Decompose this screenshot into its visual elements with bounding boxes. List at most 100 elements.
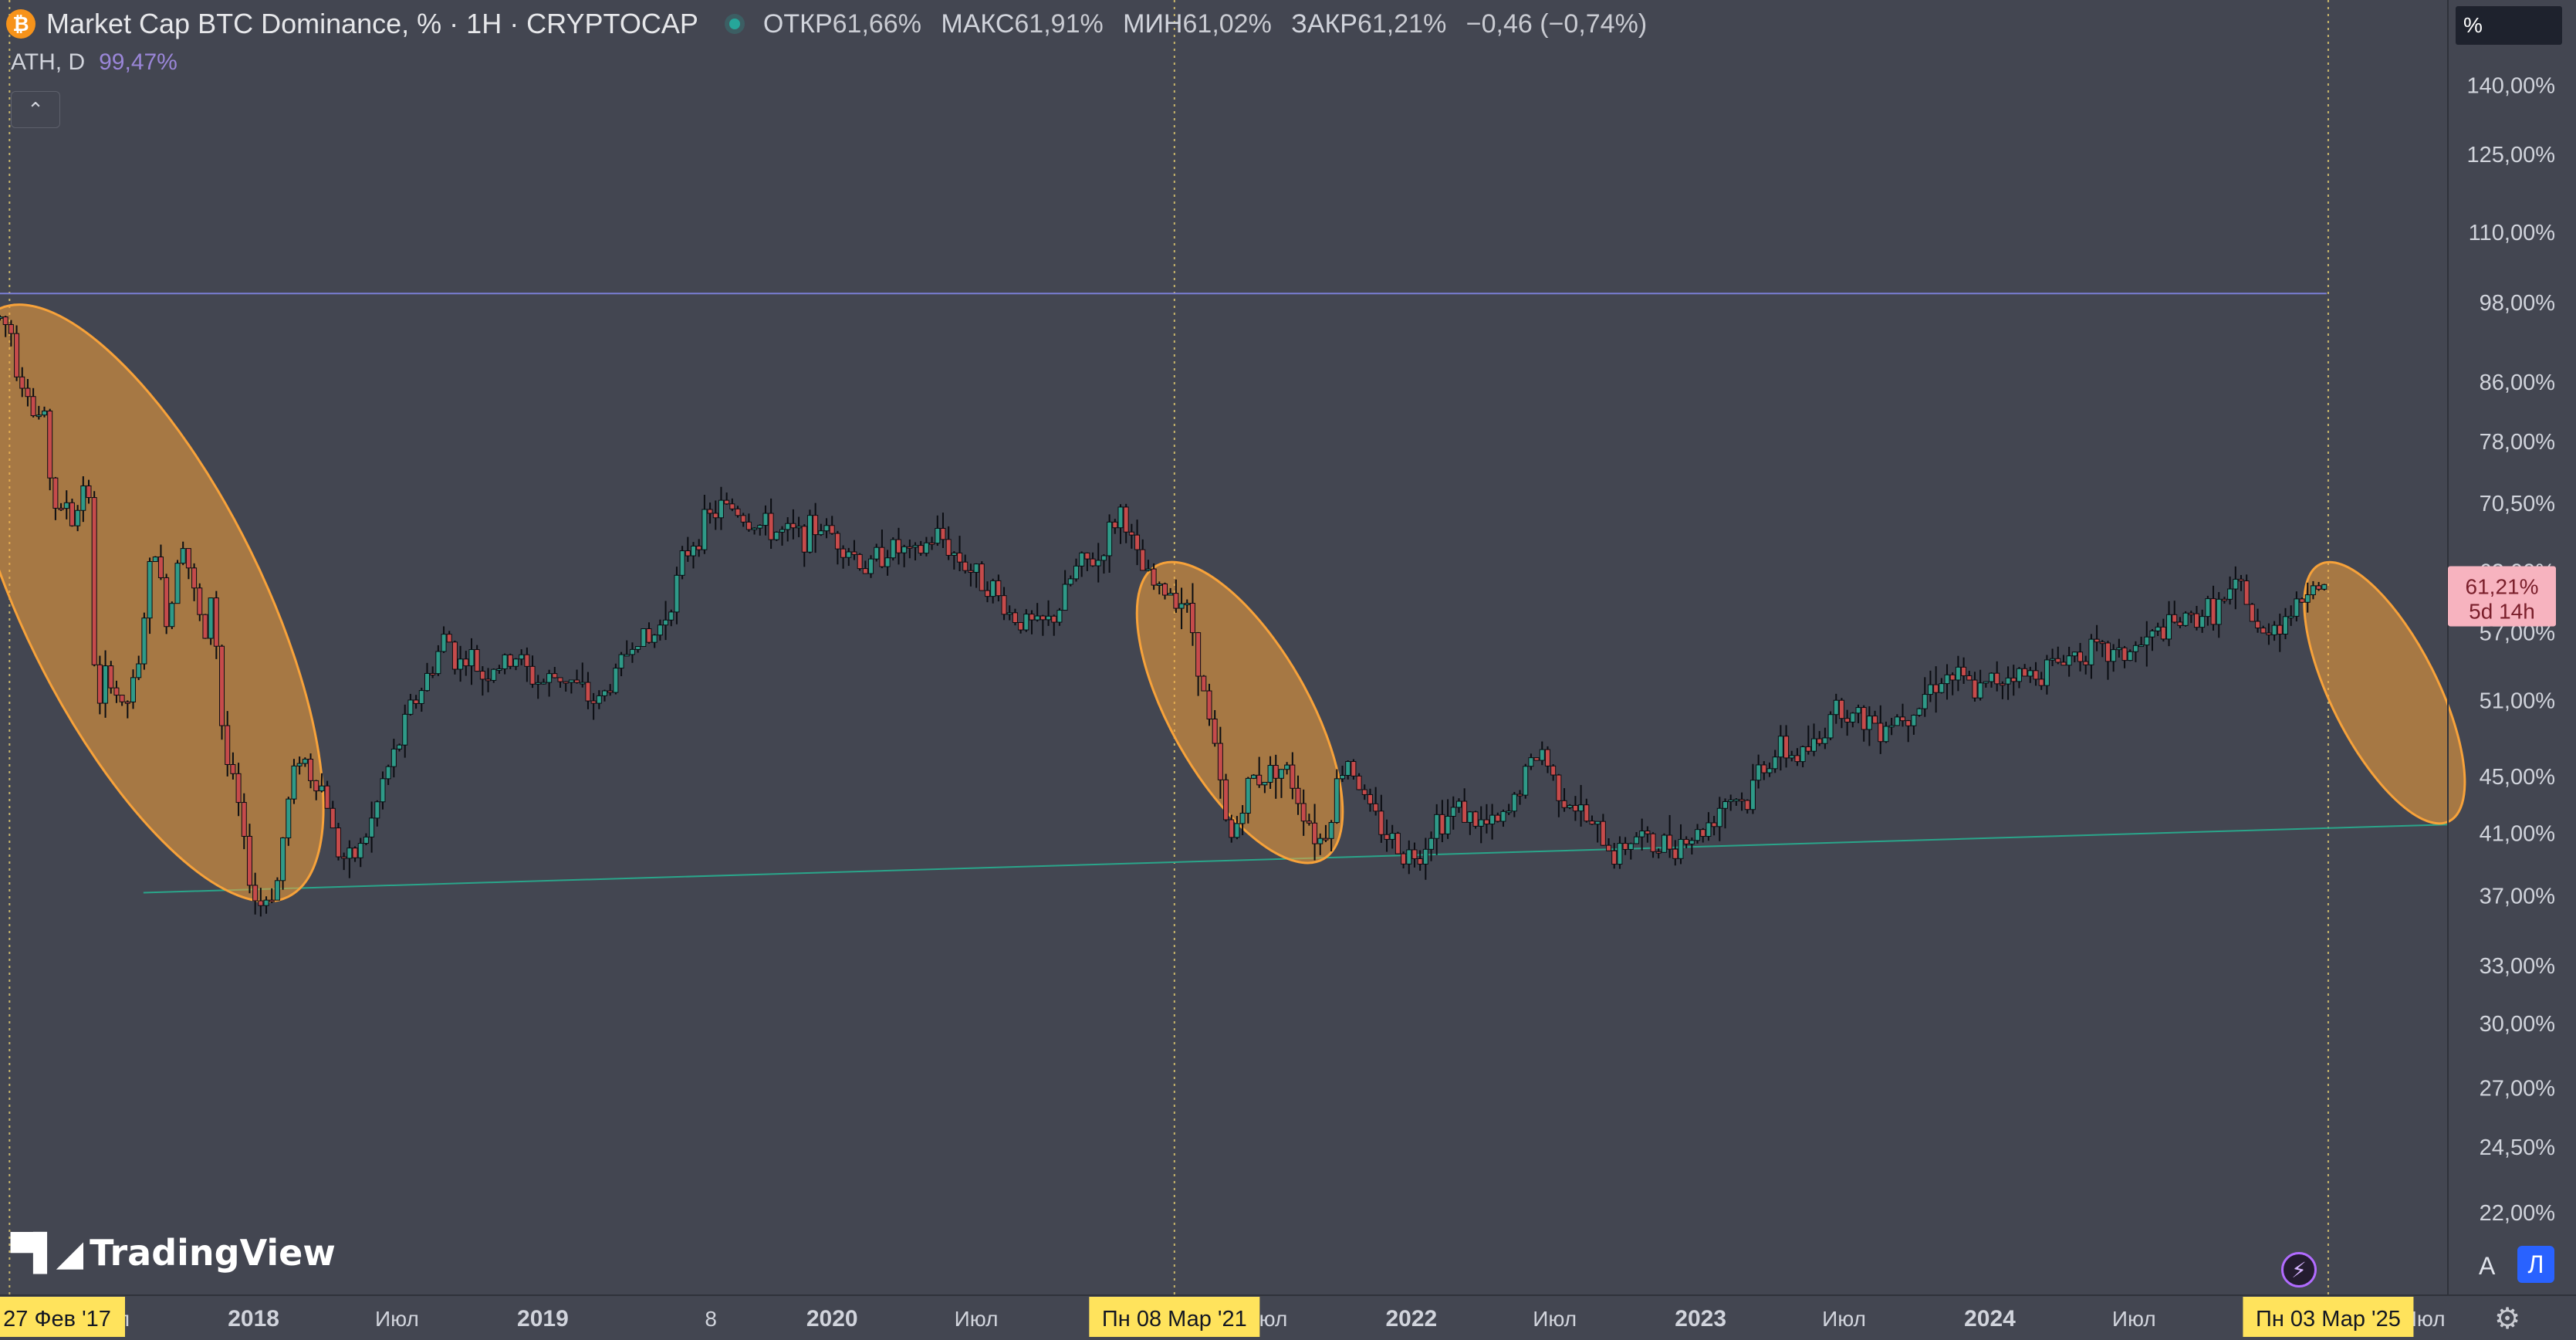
candle[interactable]	[1073, 565, 1079, 580]
candle[interactable]	[735, 508, 741, 516]
candle[interactable]	[1023, 614, 1029, 631]
candle[interactable]	[1739, 799, 1745, 802]
candle[interactable]	[1018, 622, 1024, 631]
auto-scale-button[interactable]: A	[2479, 1252, 2496, 1280]
candle[interactable]	[1184, 603, 1190, 606]
candle[interactable]	[1001, 595, 1007, 615]
candle[interactable]	[1062, 584, 1068, 611]
candle[interactable]	[646, 628, 652, 643]
candle[interactable]	[951, 552, 957, 556]
candle[interactable]	[1079, 552, 1085, 567]
candle[interactable]	[308, 758, 314, 781]
candle[interactable]	[252, 885, 259, 902]
candle[interactable]	[918, 545, 924, 554]
candle[interactable]	[806, 515, 813, 553]
candle[interactable]	[557, 677, 563, 682]
candle[interactable]	[230, 763, 236, 774]
candle[interactable]	[14, 333, 20, 377]
candle[interactable]	[641, 628, 647, 648]
highlight-ellipse[interactable]	[2272, 540, 2497, 845]
candle[interactable]	[2271, 624, 2277, 635]
candle[interactable]	[1761, 764, 1767, 773]
scale-unit-button[interactable]: %	[2456, 6, 2562, 45]
candle[interactable]	[2199, 616, 2206, 628]
candle[interactable]	[729, 503, 735, 509]
log-scale-button[interactable]: Л	[2517, 1246, 2554, 1283]
candle[interactable]	[796, 526, 802, 529]
candle[interactable]	[2216, 598, 2222, 625]
candle[interactable]	[202, 614, 208, 639]
candle[interactable]	[1284, 764, 1290, 770]
candle[interactable]	[1927, 684, 1933, 695]
candle[interactable]	[1262, 781, 1268, 786]
candle[interactable]	[519, 654, 525, 660]
candle[interactable]	[286, 798, 292, 838]
candle[interactable]	[1212, 718, 1218, 744]
candle[interactable]	[923, 542, 929, 554]
candle[interactable]	[1483, 819, 1489, 825]
candle[interactable]	[2060, 662, 2067, 666]
candle[interactable]	[2071, 651, 2077, 657]
candle[interactable]	[485, 678, 492, 682]
candle[interactable]	[319, 785, 325, 792]
candle[interactable]	[374, 801, 380, 819]
candle[interactable]	[1944, 674, 1950, 685]
candle[interactable]	[785, 523, 791, 530]
candle[interactable]	[668, 611, 674, 621]
candle[interactable]	[2000, 683, 2006, 686]
candle[interactable]	[1128, 531, 1134, 536]
candle[interactable]	[596, 695, 602, 704]
candle[interactable]	[1151, 568, 1157, 586]
candle[interactable]	[1772, 756, 1778, 770]
candle[interactable]	[1716, 807, 1722, 827]
candle[interactable]	[1006, 612, 1012, 615]
candle[interactable]	[563, 681, 569, 684]
candle[interactable]	[1700, 829, 1706, 838]
candle[interactable]	[2111, 649, 2117, 662]
candle[interactable]	[1933, 684, 1939, 693]
candle[interactable]	[940, 528, 946, 540]
candle[interactable]	[2310, 585, 2316, 596]
candle[interactable]	[407, 699, 414, 715]
candle[interactable]	[1628, 843, 1634, 850]
candle[interactable]	[2188, 612, 2194, 615]
candle[interactable]	[840, 548, 847, 558]
candle[interactable]	[258, 900, 264, 906]
candle[interactable]	[1749, 780, 1756, 810]
candle[interactable]	[1805, 746, 1811, 752]
candle[interactable]	[1345, 761, 1351, 777]
candle[interactable]	[1462, 800, 1468, 823]
candle[interactable]	[1123, 506, 1129, 533]
candle[interactable]	[463, 658, 469, 667]
candle[interactable]	[696, 545, 702, 550]
candle[interactable]	[380, 778, 386, 803]
candle[interactable]	[1312, 822, 1318, 844]
candle[interactable]	[1117, 506, 1124, 529]
candle[interactable]	[402, 713, 408, 746]
candle[interactable]	[246, 835, 252, 886]
candle[interactable]	[302, 758, 308, 764]
candle[interactable]	[1838, 699, 1844, 719]
candle[interactable]	[724, 499, 730, 505]
candle[interactable]	[479, 671, 485, 680]
candle[interactable]	[413, 699, 419, 704]
candle[interactable]	[1428, 838, 1435, 850]
candle[interactable]	[745, 521, 752, 530]
candle[interactable]	[1495, 814, 1501, 822]
candle[interactable]	[30, 396, 36, 417]
candle[interactable]	[225, 725, 231, 765]
candle[interactable]	[502, 654, 508, 669]
candle[interactable]	[352, 848, 358, 858]
candle[interactable]	[1733, 799, 1739, 802]
candle[interactable]	[1706, 822, 1712, 838]
candle[interactable]	[2243, 580, 2250, 605]
candle[interactable]	[2277, 624, 2283, 634]
candle[interactable]	[1300, 803, 1307, 822]
candle[interactable]	[147, 560, 153, 619]
candle[interactable]	[1783, 736, 1790, 759]
candle[interactable]	[191, 567, 198, 589]
candle[interactable]	[512, 658, 519, 667]
candle[interactable]	[1572, 804, 1578, 812]
candle[interactable]	[907, 546, 913, 549]
